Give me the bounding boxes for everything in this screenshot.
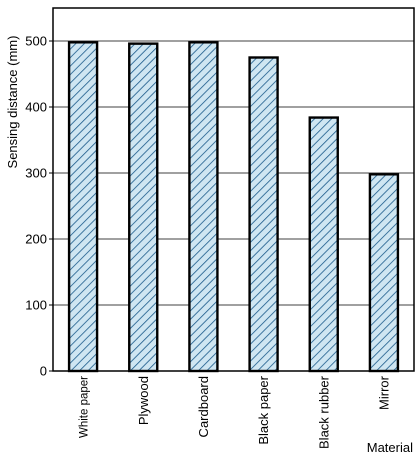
y-tick-label: 500 [25, 34, 47, 49]
y-tick-labels: 0 100 200 300 400 500 [25, 34, 53, 379]
plot-frame [52, 7, 415, 372]
grid-lines [53, 40, 414, 306]
x-tick-label: Mirror [376, 375, 391, 410]
x-tick-label: Black rubber [316, 375, 331, 449]
y-axis-title: Sensing distance (mm) [5, 36, 20, 169]
x-tick-label: White paper [79, 376, 91, 438]
y-tick-label: 200 [25, 232, 47, 247]
x-tick-label: Cardboard [196, 376, 211, 437]
bar-black-rubber [308, 116, 339, 373]
bar-white-paper [67, 41, 99, 373]
x-tick-label: Plywood [136, 376, 151, 425]
bar-plywood [128, 42, 159, 373]
y-tick-label: 100 [25, 298, 47, 313]
x-axis-title: Material [367, 440, 413, 455]
bar-black-paper [248, 56, 279, 373]
bars [67, 41, 400, 373]
x-tick-label: Black paper [256, 375, 271, 444]
y-tick-label: 400 [25, 100, 47, 115]
y-tick-label: 300 [25, 166, 47, 181]
x-tick-labels: White paper Plywood Cardboard Black paper Bl… [79, 375, 392, 449]
y-tick-label: 0 [40, 364, 47, 379]
bar-mirror [368, 173, 400, 373]
bar-cardboard [188, 41, 219, 373]
